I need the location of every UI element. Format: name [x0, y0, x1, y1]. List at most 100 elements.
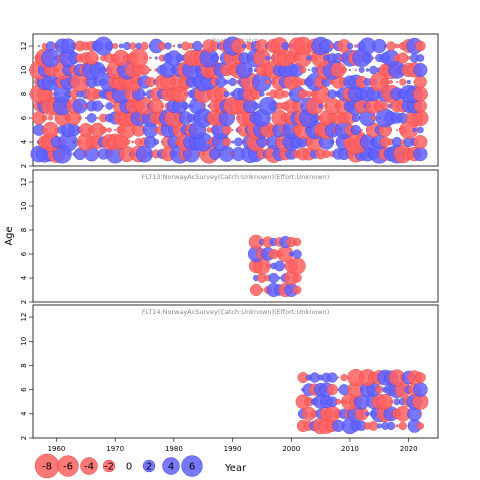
bubble	[192, 40, 203, 52]
bubble	[278, 276, 281, 280]
bubble	[149, 68, 152, 72]
bubble	[358, 67, 365, 73]
bubble	[281, 42, 290, 50]
legend-bubble	[142, 459, 156, 473]
legend-label: 0	[126, 462, 132, 473]
bubble	[413, 146, 428, 162]
bubble	[394, 43, 400, 49]
bubble	[268, 272, 279, 284]
bubble	[84, 51, 99, 65]
bubble	[201, 104, 205, 108]
bubble	[322, 149, 331, 159]
bubble	[96, 116, 99, 119]
bubble	[265, 79, 271, 85]
bubble	[48, 115, 54, 121]
bubble	[224, 79, 230, 85]
bubble	[112, 43, 119, 49]
bubble	[100, 66, 107, 74]
bubble	[292, 285, 302, 295]
x-tick-label: 2020	[400, 445, 418, 453]
bubble-series	[247, 234, 306, 298]
bubble	[106, 127, 112, 133]
bubble	[416, 54, 425, 62]
bubble	[47, 91, 54, 97]
bubble	[398, 421, 408, 431]
bubble-series	[295, 368, 429, 435]
bubble	[223, 90, 230, 98]
bubble	[228, 77, 237, 87]
bubble	[327, 372, 338, 383]
y-tick-label: 2	[20, 436, 28, 440]
bubble	[202, 128, 205, 131]
bubble	[160, 104, 164, 108]
legend-item: 6	[181, 455, 203, 477]
bubble	[386, 41, 396, 51]
y-tick-label: 6	[20, 115, 28, 120]
bubble	[242, 43, 247, 49]
bubble	[419, 412, 422, 415]
legend-item: 4	[162, 457, 180, 475]
bubble	[383, 44, 387, 48]
bubble	[324, 92, 329, 96]
bubble	[413, 75, 427, 89]
y-tick-label: 8	[20, 92, 28, 96]
bubble	[412, 86, 428, 102]
bubble	[330, 139, 335, 145]
x-tick-label: 2010	[341, 445, 359, 453]
bubble	[118, 43, 124, 49]
bubble	[368, 421, 379, 431]
bubble	[340, 374, 348, 382]
y-tick-label: 6	[20, 387, 28, 392]
bubble	[370, 115, 376, 121]
bubble	[131, 140, 135, 144]
legend-bubble	[57, 455, 79, 477]
bubble	[265, 264, 270, 268]
bubble	[247, 67, 253, 73]
legend-label: -6	[63, 462, 73, 473]
bubble	[337, 376, 340, 379]
bubble	[41, 115, 48, 121]
y-tick-label: 12	[20, 42, 28, 51]
bubble	[164, 42, 172, 50]
legend-bubble	[80, 457, 98, 475]
legend-item: -2	[102, 459, 116, 473]
bubble	[348, 68, 351, 71]
bubble	[390, 128, 393, 131]
bubble	[369, 65, 378, 75]
bubble	[292, 237, 302, 247]
bubble	[260, 288, 264, 292]
bubble	[292, 273, 302, 283]
bubble	[417, 126, 424, 134]
y-axis-title: Age	[4, 226, 15, 245]
x-tick-label: 1960	[48, 445, 66, 453]
bubble	[346, 42, 354, 50]
legend-label: -8	[42, 462, 52, 473]
bubble	[412, 127, 417, 133]
bubble	[54, 128, 59, 132]
bubble	[381, 102, 389, 110]
bubble	[249, 283, 263, 297]
legend-bubble	[102, 459, 116, 473]
y-tick-label: 10	[20, 66, 28, 75]
bubble	[341, 67, 347, 73]
y-tick-label: 4	[20, 139, 28, 144]
bubble	[66, 152, 70, 156]
panel-2: 2 4 6 8 10 12 FLT13:NorwayAcSurvey(Catch:Unkno…	[20, 169, 439, 304]
bubble	[376, 423, 382, 429]
bubble	[105, 102, 114, 110]
bubble	[335, 398, 342, 405]
bubble	[231, 116, 234, 119]
bubble	[360, 128, 363, 131]
bubble	[140, 41, 149, 51]
bubble	[184, 92, 188, 96]
bubble	[143, 57, 146, 60]
legend-bubble	[181, 455, 203, 477]
bubble	[380, 77, 390, 87]
bubble	[365, 411, 370, 416]
bubble	[221, 125, 232, 135]
panel-frame	[32, 304, 439, 439]
bubble	[415, 40, 426, 52]
bubble	[274, 260, 285, 272]
legend-label: -4	[84, 462, 94, 473]
bubble	[307, 68, 310, 71]
